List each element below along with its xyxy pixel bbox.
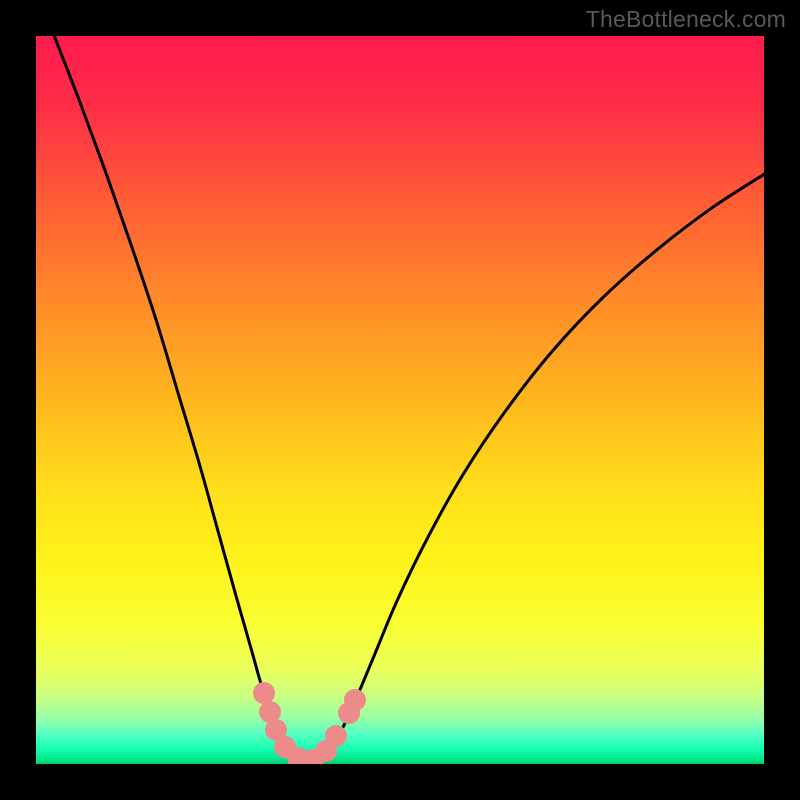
markers-layer [36, 36, 764, 764]
curve-marker [344, 689, 366, 711]
watermark-text: TheBottleneck.com [586, 6, 786, 33]
plot-area [36, 36, 764, 764]
curve-marker [325, 725, 347, 747]
